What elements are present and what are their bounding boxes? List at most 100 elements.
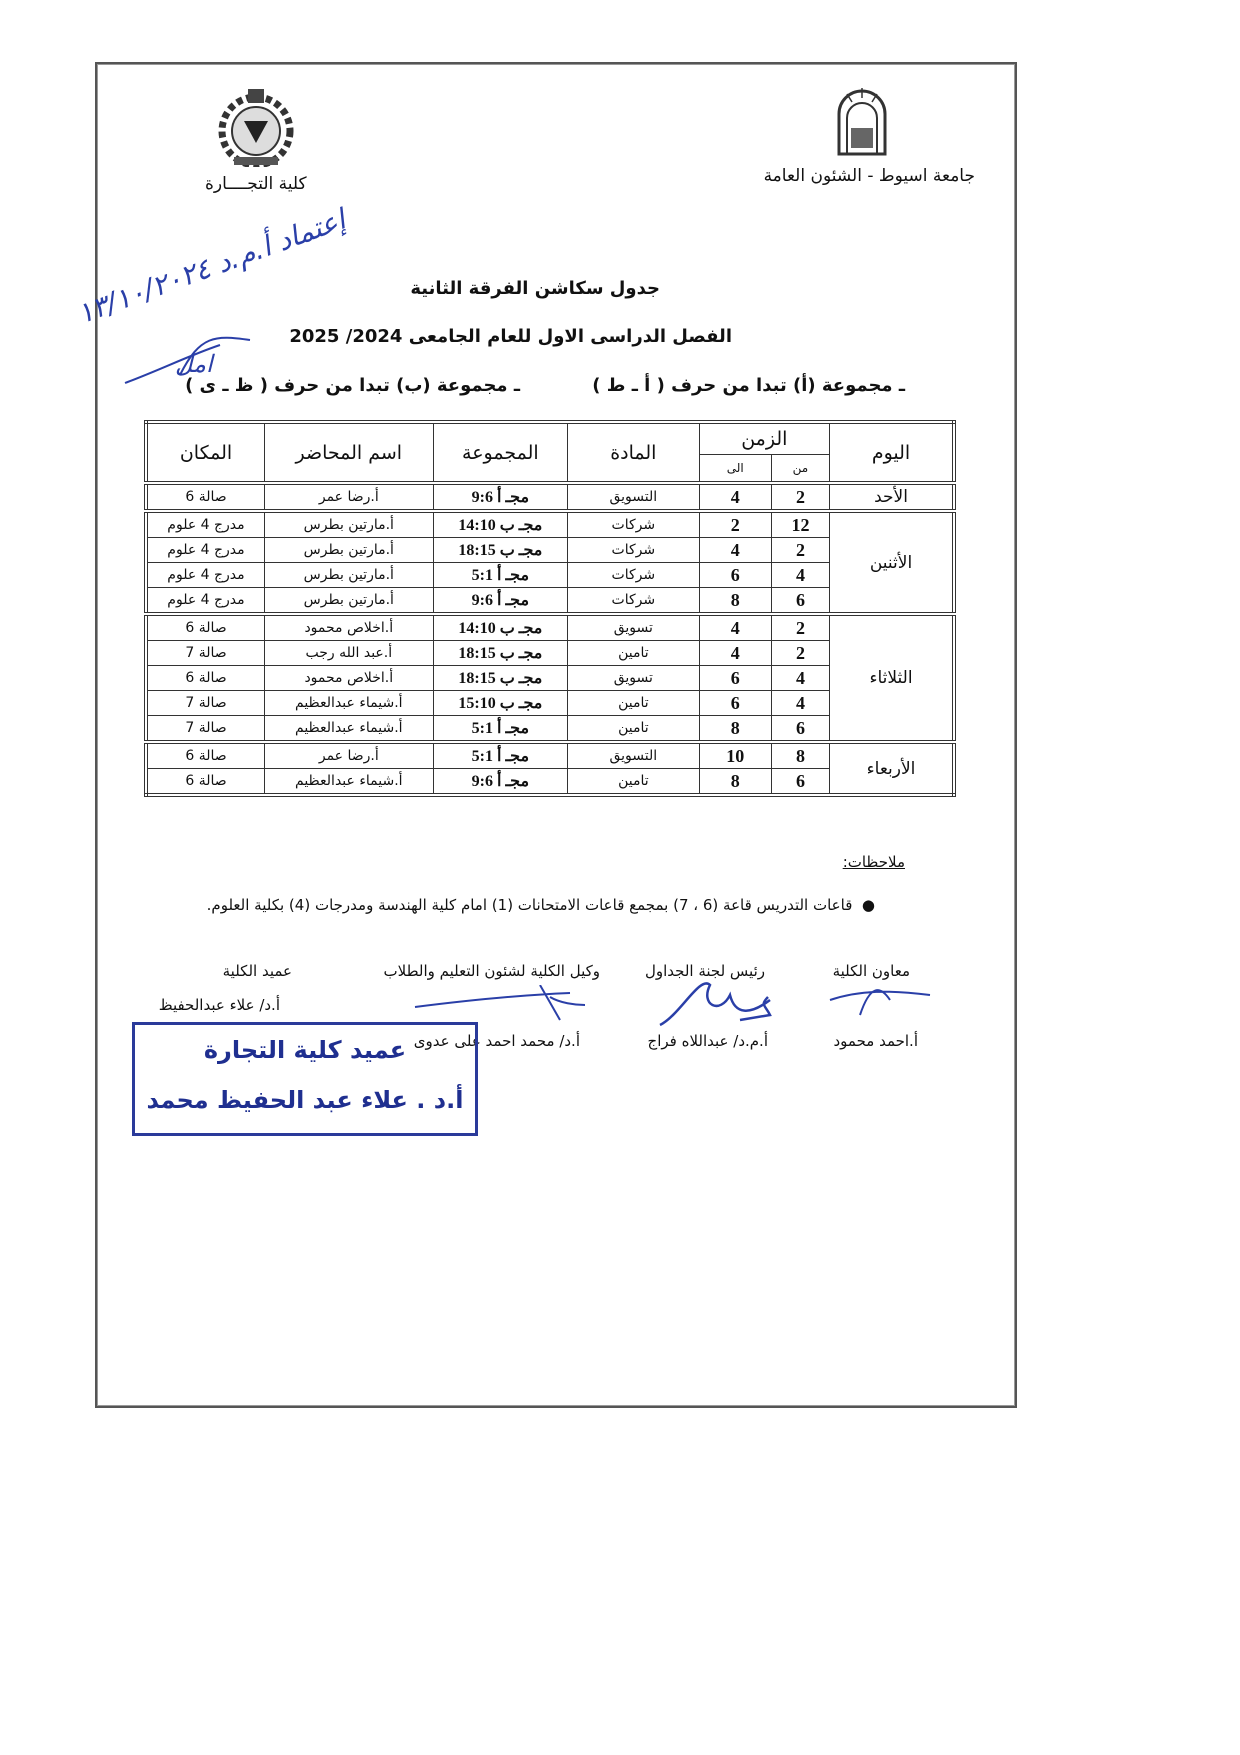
header-day: اليوم (829, 421, 955, 484)
signature-name-dean: أ.د/ علاء عبدالحفيظ (158, 996, 280, 1014)
lecturer-cell: أ.مارتين بطرس (263, 509, 434, 538)
group-cell: مجـ أ 5:1 (432, 740, 569, 769)
day-cell: الأربعاء (829, 740, 955, 796)
to-cell: 8 (698, 715, 772, 743)
signature-name-vice-dean: أ.د/ محمد احمد على عدوى (413, 1032, 580, 1050)
dean-stamp: عميد كلية التجارة أ.د . علاء عبد الحفيظ … (132, 1022, 478, 1136)
place-cell: صالة 6 (145, 481, 265, 512)
lecturer-cell: أ.شيماء عبدالعظيم (263, 690, 434, 716)
lecturer-cell: أ.رضا عمر (263, 740, 434, 769)
from-cell: 2 (770, 612, 831, 641)
page-border (95, 62, 1017, 1408)
group-cell: مجـ ب 18:15 (432, 640, 569, 666)
table-row: 6 8 شركات مجـ أ 9:6 أ.مارتين بطرس مدرج 4 علوم (145, 587, 954, 615)
to-cell: 8 (698, 587, 772, 615)
group-cell: مجـ ب 14:10 (432, 509, 569, 538)
schedule-table: اليوم الزمن المادة المجموعة اسم المحاضر … (144, 420, 956, 797)
from-cell: 6 (770, 587, 831, 615)
table-row: الأربعاء 8 10 التسويق مجـ أ 5:1 أ.رضا عمر صالة… (145, 740, 955, 796)
signature-role-vice-dean: وكيل الكلية لشئون التعليم والطلاب (383, 962, 600, 980)
from-cell: 2 (770, 640, 831, 666)
group-cell: مجـ ب 15:10 (432, 690, 569, 716)
subject-cell: شركات (567, 509, 700, 538)
university-logo (837, 88, 887, 156)
place-cell: صالة 7 (145, 640, 265, 666)
handwritten-signature (124, 336, 251, 384)
lecturer-cell: أ.رضا عمر (263, 481, 434, 512)
place-cell: مدرج 4 علوم (145, 509, 265, 538)
group-cell: مجـ ب 18:15 (432, 665, 569, 691)
group-cell: مجـ أ 5:1 (432, 562, 569, 588)
table-row: 2 4 شركات مجـ ب 18:15 أ.مارتين بطرس مدرج 4 عل… (145, 537, 954, 563)
signature-name-committee-head: أ.م.د/ عبداللاه فراج (647, 1032, 768, 1050)
header-place: المكان (145, 421, 265, 484)
group-cell: مجـ أ 9:6 (432, 481, 569, 512)
note-item: ● قاعات التدريس قاعة (6 ، 7) بمجمع قاعات… (206, 896, 875, 914)
header-from: من (770, 454, 831, 484)
header-time: الزمن (698, 421, 831, 455)
lecturer-cell: أ.شيماء عبدالعظيم (263, 715, 434, 743)
place-cell: صالة 6 (145, 612, 265, 641)
day-cell: الأثنين (829, 509, 955, 615)
to-cell: 6 (698, 665, 772, 691)
header-group: المجموعة (432, 421, 569, 484)
header-lecturer: اسم المحاضر (263, 421, 434, 484)
place-cell: صالة 7 (145, 690, 265, 716)
to-cell: 2 (698, 509, 772, 538)
handwritten-sign: امل (175, 350, 213, 378)
subject-cell: تامين (567, 715, 700, 743)
subject-cell: التسويق (567, 740, 700, 769)
lecturer-cell: أ.مارتين بطرس (263, 587, 434, 615)
subject-cell: شركات (567, 562, 700, 588)
table-row: الثلاثاء 2 4 تسويق مجـ ب 14:10 أ.اخلاص محمود ص… (145, 612, 955, 743)
to-cell: 4 (698, 640, 772, 666)
from-cell: 6 (770, 768, 831, 796)
to-cell: 6 (698, 562, 772, 588)
from-cell: 12 (770, 509, 831, 538)
lecturer-cell: أ.مارتين بطرس (263, 562, 434, 588)
place-cell: صالة 6 (145, 768, 265, 796)
document-subtitle: الفصل الدراسى الاول للعام الجامعى 2024/ … (289, 326, 732, 347)
group-cell: مجـ ب 14:10 (432, 612, 569, 641)
handwritten-signatures (659, 982, 931, 1027)
signature-role-dean: عميد الكلية (222, 962, 292, 980)
subject-cell: تامين (567, 768, 700, 796)
place-cell: صالة 6 (145, 665, 265, 691)
document-title: جدول سكاشن الفرقة الثانية (410, 278, 660, 299)
lecturer-cell: أ.شيماء عبدالعظيم (263, 768, 434, 796)
table-row: 6 8 تامين مجـ أ 5:1 أ.شيماء عبدالعظيم صالة 7 (145, 715, 954, 743)
group-cell: مجـ أ 9:6 (432, 587, 569, 615)
subject-cell: شركات (567, 587, 700, 615)
group-cell: مجـ أ 9:6 (432, 768, 569, 796)
group-b-note: ـ مجموعة (ب) تبدا من حرف ( ظ ـ ى ) (185, 375, 520, 396)
subject-cell: تامين (567, 640, 700, 666)
from-cell: 4 (770, 690, 831, 716)
day-cell: الثلاثاء (829, 612, 955, 743)
to-cell: 4 (698, 537, 772, 563)
group-a-note: ـ مجموعة (أ) تبدا من حرف ( أ ـ ط ) (592, 375, 905, 396)
university-name: جامعة اسيوط - الشئون العامة (763, 166, 975, 186)
from-cell: 2 (770, 481, 831, 512)
notes-heading: ملاحظات: (842, 853, 905, 871)
lecturer-cell: أ.عبد الله رجب (263, 640, 434, 666)
header-subject: المادة (567, 421, 700, 484)
signature-role-committee-head: رئيس لجنة الجداول (644, 962, 765, 980)
signature-name-assistant: أ.احمد محمود (833, 1032, 918, 1050)
stamp-line-1: عميد كلية التجارة (203, 1036, 407, 1064)
place-cell: مدرج 4 علوم (145, 537, 265, 563)
header-to: الى (698, 454, 772, 484)
to-cell: 8 (698, 768, 772, 796)
vice-dean-signature (414, 985, 586, 1021)
place-cell: مدرج 4 علوم (145, 562, 265, 588)
from-cell: 4 (770, 562, 831, 588)
place-cell: صالة 7 (145, 715, 265, 743)
lecturer-cell: أ.اخلاص محمود (263, 665, 434, 691)
table-row: الأثنين 12 2 شركات مجـ ب 14:10 أ.مارتين بطرس م… (145, 509, 955, 615)
to-cell: 4 (698, 481, 772, 512)
signature-role-assistant: معاون الكلية (832, 962, 910, 980)
table-row: 4 6 تسويق مجـ ب 18:15 أ.اخلاص محمود صالة 6 (145, 665, 954, 691)
subject-cell: تسويق (567, 665, 700, 691)
place-cell: صالة 6 (145, 740, 265, 769)
faculty-logo (218, 89, 294, 167)
faculty-name: كلية التجــــارة (205, 174, 307, 194)
